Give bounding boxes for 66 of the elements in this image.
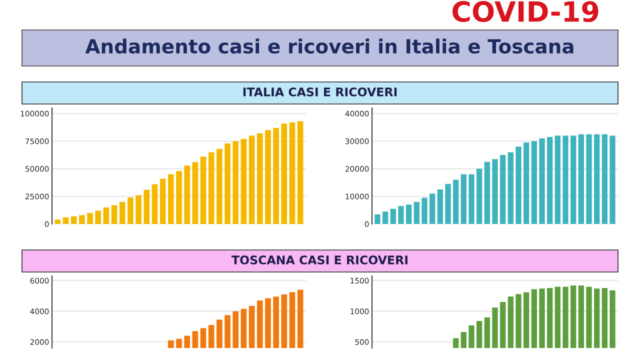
bar <box>476 168 482 224</box>
bar <box>610 136 616 224</box>
bar <box>289 122 296 224</box>
bar <box>184 165 190 224</box>
bar <box>111 205 118 224</box>
bar <box>248 136 255 224</box>
bar <box>524 142 530 224</box>
bar <box>232 141 239 224</box>
bar <box>484 162 490 224</box>
chart-title: TOSCANA CASI E RICOVERI <box>232 255 408 264</box>
bar <box>240 138 247 224</box>
bar <box>79 215 85 224</box>
bar <box>192 162 198 224</box>
bar <box>144 190 150 224</box>
bar <box>382 212 388 224</box>
bar <box>414 202 420 224</box>
bar <box>406 204 412 224</box>
bar <box>152 184 158 224</box>
bar <box>136 195 142 224</box>
bar <box>547 137 553 224</box>
bar <box>390 208 396 224</box>
bar <box>265 130 271 224</box>
bar <box>508 152 514 224</box>
bar <box>208 152 214 224</box>
bar <box>445 184 451 224</box>
bar <box>297 121 304 224</box>
bar <box>54 220 61 224</box>
bar <box>176 170 182 224</box>
bar <box>224 143 230 224</box>
bar <box>578 134 584 224</box>
bar <box>586 134 592 224</box>
bar <box>281 123 288 224</box>
bar <box>128 197 134 224</box>
bar <box>453 180 459 224</box>
bar <box>554 136 560 224</box>
bar <box>119 202 126 224</box>
bar <box>168 174 174 224</box>
bar <box>531 141 537 224</box>
bar <box>200 156 206 224</box>
bar <box>492 159 498 224</box>
bar <box>539 138 545 224</box>
bar <box>273 128 279 224</box>
chart-title: COVID-19 <box>452 1 598 22</box>
chart-subtitle: Andamento casi e ricoveri in Italia e Toscana <box>85 38 574 54</box>
bar <box>103 207 110 224</box>
bar <box>570 136 576 224</box>
bar <box>216 148 222 224</box>
bar <box>160 178 166 224</box>
chart-title: ITALIA CASI E RICOVERI <box>243 87 397 96</box>
bar <box>95 210 102 224</box>
bar <box>500 154 506 224</box>
bar <box>374 214 380 224</box>
bar <box>430 194 436 224</box>
bar <box>602 134 608 224</box>
bar <box>516 146 522 224</box>
bar <box>468 174 474 224</box>
bar <box>460 174 466 224</box>
bar <box>70 216 77 224</box>
bar <box>87 212 93 224</box>
bar <box>594 134 600 224</box>
bar <box>437 189 443 224</box>
bar <box>562 136 568 224</box>
bar <box>256 133 263 224</box>
bar <box>398 206 404 224</box>
bar <box>422 198 428 224</box>
bar <box>62 217 69 224</box>
